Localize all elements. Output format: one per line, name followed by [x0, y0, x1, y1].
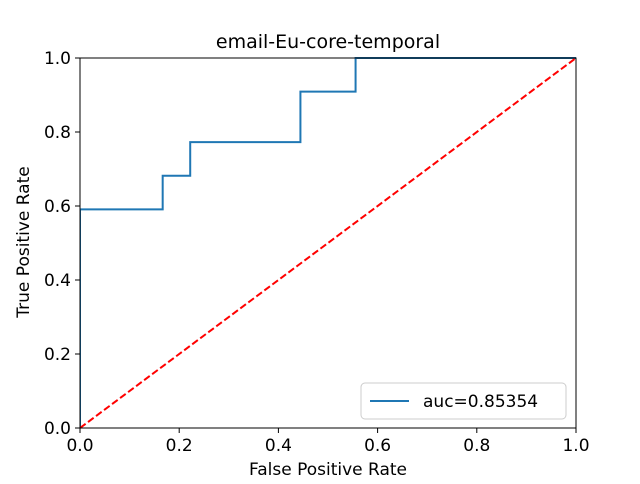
- y-tick-label: 0.4: [44, 271, 71, 291]
- roc-curve-line: [80, 57, 576, 428]
- y-tick-label: 0.2: [44, 345, 71, 365]
- y-tick-label: 0.0: [44, 419, 71, 439]
- x-tick-label: 0.2: [166, 436, 193, 456]
- plot-area: 0.0 0.2 0.4 0.6 0.8 1.0 0.0 0.2 0.4 0.6 0.8 1.0 auc=…: [44, 49, 590, 456]
- y-tick-label: 1.0: [44, 49, 71, 69]
- axes-frame: [79, 57, 577, 429]
- legend-label: auc=0.85354: [423, 392, 538, 412]
- x-tick-label: 1.0: [562, 436, 589, 456]
- y-tick-label: 0.6: [44, 197, 71, 217]
- y-axis-label: True Positive Rate: [14, 166, 34, 318]
- x-tick-label: 0.6: [364, 436, 391, 456]
- diagonal-reference-line: [80, 57, 577, 429]
- x-tick-label: 0.0: [66, 436, 93, 456]
- x-tick-label: 0.4: [265, 436, 292, 456]
- chart-title: email-Eu-core-temporal: [216, 31, 440, 53]
- x-tick-label: 0.8: [463, 436, 490, 456]
- legend-box: [360, 382, 567, 420]
- y-tick-label: 0.8: [44, 123, 71, 143]
- x-axis-label: False Positive Rate: [249, 460, 407, 480]
